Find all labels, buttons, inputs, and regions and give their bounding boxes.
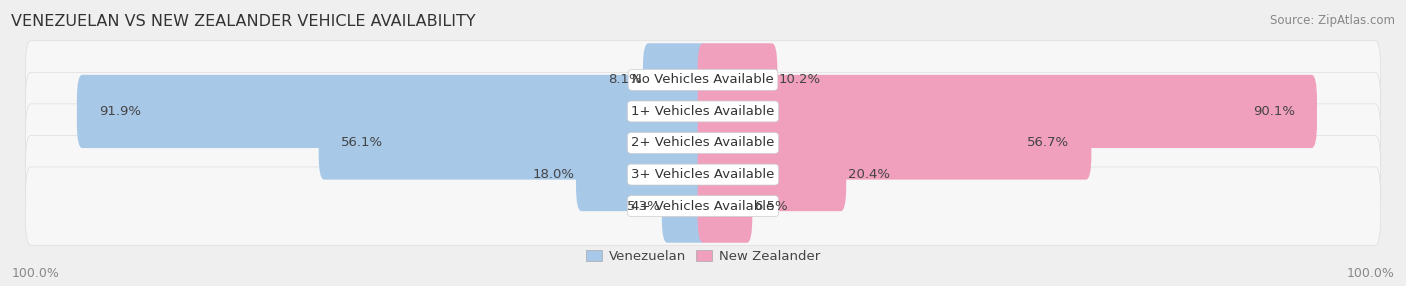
FancyBboxPatch shape [25,41,1381,119]
Text: No Vehicles Available: No Vehicles Available [633,74,773,86]
Text: 56.7%: 56.7% [1026,136,1069,150]
FancyBboxPatch shape [25,136,1381,214]
FancyBboxPatch shape [643,43,709,116]
FancyBboxPatch shape [697,170,752,243]
Text: 100.0%: 100.0% [11,267,59,280]
FancyBboxPatch shape [319,106,709,180]
Text: 10.2%: 10.2% [779,74,821,86]
FancyBboxPatch shape [697,106,1091,180]
Text: 8.1%: 8.1% [607,74,641,86]
Text: 1+ Vehicles Available: 1+ Vehicles Available [631,105,775,118]
FancyBboxPatch shape [697,138,846,211]
Text: VENEZUELAN VS NEW ZEALANDER VEHICLE AVAILABILITY: VENEZUELAN VS NEW ZEALANDER VEHICLE AVAI… [11,14,475,29]
Text: 5.3%: 5.3% [627,200,661,212]
Text: 18.0%: 18.0% [533,168,575,181]
Text: 4+ Vehicles Available: 4+ Vehicles Available [631,200,775,212]
FancyBboxPatch shape [662,170,709,243]
Text: 100.0%: 100.0% [1347,267,1395,280]
FancyBboxPatch shape [697,75,1317,148]
Text: 56.1%: 56.1% [342,136,382,150]
Text: 3+ Vehicles Available: 3+ Vehicles Available [631,168,775,181]
Text: 6.5%: 6.5% [754,200,787,212]
Text: 2+ Vehicles Available: 2+ Vehicles Available [631,136,775,150]
Legend: Venezuelan, New Zealander: Venezuelan, New Zealander [581,245,825,268]
FancyBboxPatch shape [25,104,1381,182]
Text: Source: ZipAtlas.com: Source: ZipAtlas.com [1270,14,1395,27]
Text: 91.9%: 91.9% [100,105,141,118]
FancyBboxPatch shape [576,138,709,211]
FancyBboxPatch shape [77,75,709,148]
Text: 90.1%: 90.1% [1253,105,1295,118]
FancyBboxPatch shape [25,72,1381,150]
Text: 20.4%: 20.4% [848,168,890,181]
FancyBboxPatch shape [25,167,1381,245]
FancyBboxPatch shape [697,43,778,116]
